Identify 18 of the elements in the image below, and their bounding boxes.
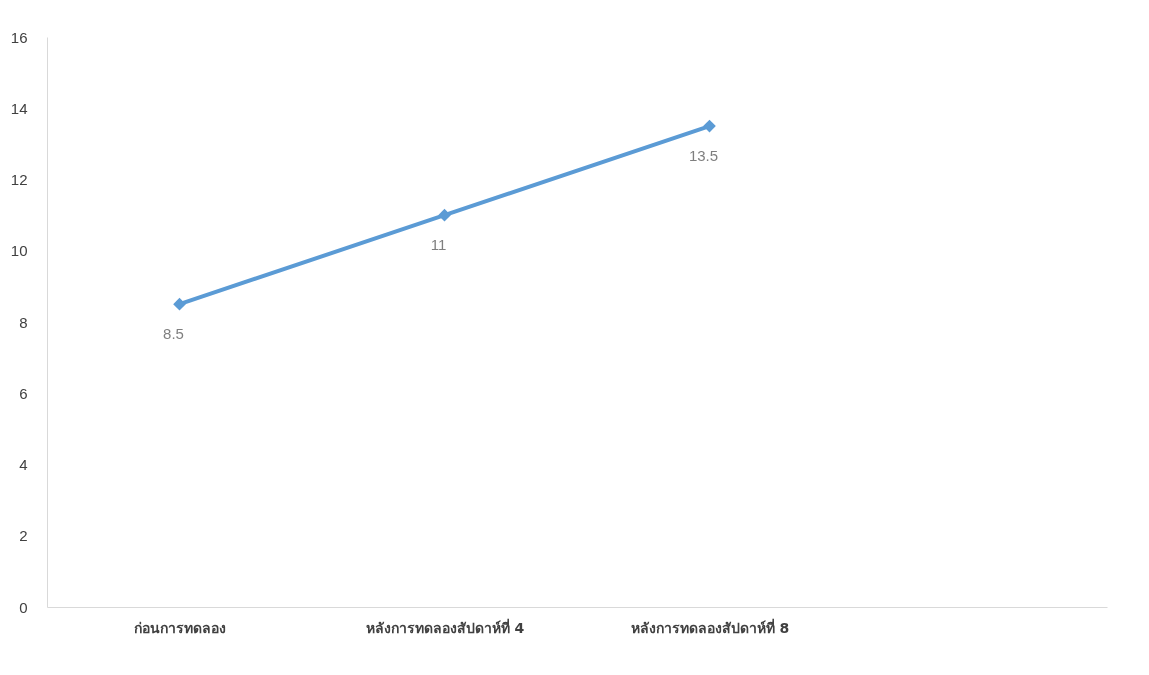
data-label: 11 — [430, 236, 447, 254]
y-tick-label: 10 — [10, 242, 28, 260]
y-tick-label: 2 — [19, 527, 28, 545]
y-tick-label: 14 — [10, 99, 28, 117]
y-tick-label: 16 — [10, 28, 28, 46]
data-label: 8.5 — [163, 325, 184, 343]
x-tick-label: หลังการทดลองสัปดาห์ที่ 8 — [630, 617, 790, 636]
x-tick-label: หลังการทดลองสัปดาห์ที่ 4 — [365, 617, 525, 636]
point — [173, 297, 186, 311]
y-tick-label: 6 — [19, 384, 28, 402]
point — [703, 119, 716, 133]
y-tick-label: 12 — [10, 171, 28, 188]
y-tick-label: 8 — [19, 313, 28, 331]
y-tick-label: 0 — [19, 598, 28, 616]
x-tick-label: ก่อนการทดลอง — [134, 619, 226, 636]
y-tick-label: 4 — [19, 456, 28, 473]
data-label: 13.5 — [688, 147, 719, 165]
point — [438, 208, 451, 222]
